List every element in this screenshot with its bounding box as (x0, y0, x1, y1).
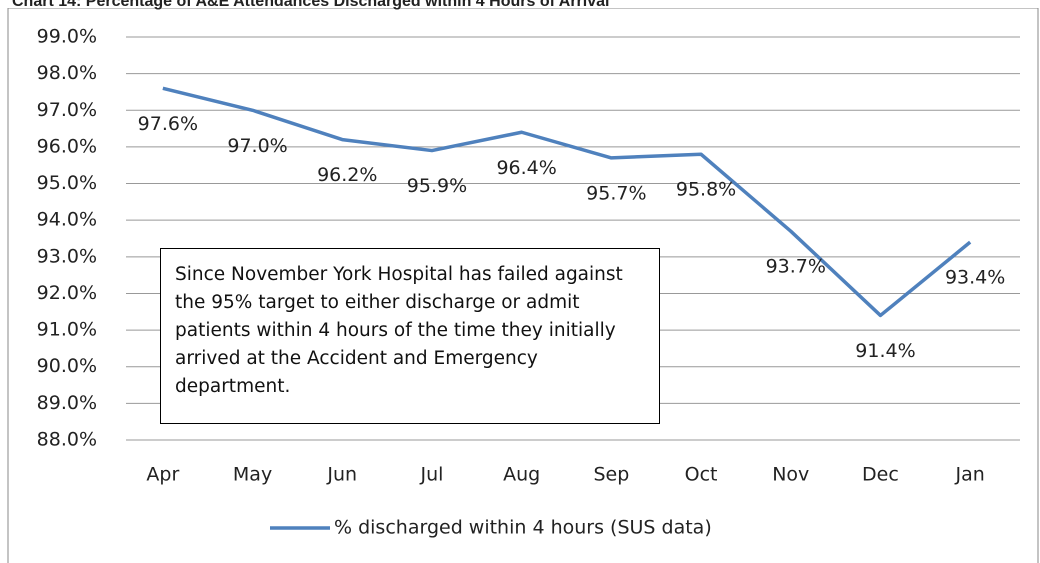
data-label: 93.4% (945, 267, 1005, 289)
data-label: 96.2% (317, 164, 377, 186)
x-tick-label: Jun (326, 464, 357, 486)
series-line (162, 86, 972, 318)
data-label: 96.4% (496, 157, 556, 179)
y-tick-label: 93.0% (37, 245, 97, 267)
data-label: 95.9% (407, 175, 467, 197)
title-bg (0, 0, 1040, 8)
y-tick-label: 95.0% (37, 172, 97, 194)
data-label: 97.0% (227, 135, 287, 157)
y-tick-label: 92.0% (37, 282, 97, 304)
y-tick-label: 89.0% (37, 392, 97, 414)
x-tick-label: Oct (685, 464, 718, 486)
y-tick-label: 98.0% (37, 62, 97, 84)
y-tick-label: 99.0% (37, 26, 97, 48)
x-tick-label: Dec (862, 464, 899, 486)
data-label: 91.4% (855, 340, 915, 362)
x-tick-label: Aug (503, 464, 540, 486)
chart-title: Chart 14: Percentage of A&E Attendances … (12, 0, 609, 10)
data-label: 95.7% (586, 182, 646, 204)
y-tick-label: 88.0% (37, 429, 97, 451)
data-label: 93.7% (766, 256, 826, 278)
x-tick-label: Nov (772, 464, 809, 486)
y-tick-label: 97.0% (37, 99, 97, 121)
legend-label: % discharged within 4 hours (SUS data) (334, 517, 712, 539)
y-tick-label: 91.0% (37, 319, 97, 341)
x-tick-label: Sep (593, 464, 629, 486)
annotation: Since November York Hospital has failed … (160, 248, 660, 424)
data-label: 95.8% (676, 179, 736, 201)
x-tick-label: Jul (419, 464, 443, 486)
y-tick-label: 90.0% (37, 355, 97, 377)
x-tick-label: May (233, 464, 272, 486)
y-tick-label: 94.0% (37, 209, 97, 231)
x-tick-label: Jan (955, 464, 985, 486)
y-tick-label: 96.0% (37, 135, 97, 157)
data-label: 97.6% (138, 113, 198, 135)
x-tick-label: Apr (146, 464, 179, 486)
